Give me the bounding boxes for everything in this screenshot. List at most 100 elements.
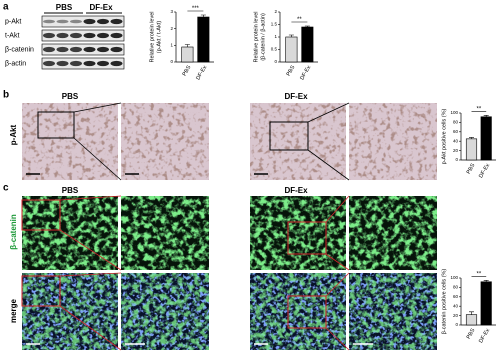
zoom-box — [287, 295, 327, 329]
micrograph-stain — [250, 273, 346, 350]
micrograph-stain — [121, 273, 209, 350]
micrograph-stain — [349, 196, 437, 270]
y-tick-label: 80 — [453, 285, 459, 290]
zoom-line — [325, 327, 350, 351]
blot-band — [110, 46, 123, 53]
blot-band — [97, 60, 109, 67]
micrograph-stain — [121, 103, 209, 180]
y-tick-label: 40 — [453, 303, 459, 308]
blot-band — [43, 19, 55, 24]
micrograph-stain — [250, 196, 346, 270]
blot-column: PBS — [56, 3, 73, 12]
blot-band — [97, 32, 109, 39]
blot-band — [83, 60, 96, 67]
y-tick-label: 80 — [453, 120, 459, 125]
blot-band — [70, 46, 82, 53]
zoom-line — [73, 137, 122, 181]
zoom-box — [287, 221, 327, 255]
zoom-line — [59, 272, 122, 277]
panel-label: b — [3, 90, 9, 101]
zoom-line — [307, 102, 350, 123]
y-tick-label: 0 — [170, 59, 173, 64]
micrograph-stain — [22, 273, 118, 350]
bar — [465, 138, 478, 161]
y-tick-label: 60 — [453, 129, 459, 134]
error-bar — [304, 25, 310, 27]
y-tick-label: 1.5 — [271, 22, 278, 27]
y-tick-label: 20 — [453, 148, 459, 153]
blot-band — [83, 46, 96, 53]
y-tick-label: 1 — [274, 34, 277, 39]
significance: ** — [477, 106, 482, 112]
y-axis-label: (p-Akt / t-Akt) — [156, 21, 162, 54]
bar — [285, 36, 298, 63]
zoom-box — [21, 275, 61, 307]
y-tick-label: 60 — [453, 294, 459, 299]
blot-row-label: β-catenin — [5, 46, 34, 53]
significance: ** — [477, 271, 482, 277]
significance: ** — [297, 17, 302, 23]
blot-band — [43, 60, 55, 67]
blot-band — [70, 19, 82, 24]
blot-row-label: p-Akt — [5, 18, 21, 25]
y-tick-label: 0.5 — [271, 47, 278, 52]
y-tick-label: 100 — [450, 275, 458, 280]
micrograph-stain — [250, 103, 346, 180]
y-axis-label: β-catenin positive cells (%) — [441, 269, 447, 335]
bar — [465, 314, 478, 326]
blot-frame — [41, 15, 125, 28]
significance: *** — [192, 6, 200, 12]
x-tick-label: PBS — [182, 64, 193, 77]
zoom-line — [59, 305, 122, 351]
column-title: PBS — [62, 92, 79, 101]
error-bar — [288, 34, 294, 37]
zoom-line — [325, 195, 350, 223]
y-tick-label: 40 — [453, 138, 459, 143]
blot-band — [56, 32, 69, 39]
x-tick-label: PBS — [466, 327, 477, 340]
bar — [197, 16, 210, 63]
blot-band — [43, 46, 55, 53]
blot: p-Akt t-Akt β-catenin β-actin — [5, 15, 125, 70]
error-bar — [184, 44, 190, 47]
error-bar — [200, 14, 206, 17]
blot-row-label: β-actin — [5, 60, 26, 67]
zoom-box — [37, 111, 75, 139]
if-images: PBS DF-Ex β-catenin merge — [9, 186, 308, 323]
blot-band — [43, 32, 55, 39]
x-tick-label: DF-Ex — [478, 163, 491, 180]
zoom-line — [325, 272, 350, 297]
blot-band — [97, 18, 109, 25]
zoom-line — [59, 229, 122, 271]
blot-column: DF-Ex — [89, 3, 113, 12]
y-tick-label: 0 — [455, 157, 458, 162]
blot-frame — [41, 57, 125, 70]
zoom-line — [325, 253, 350, 271]
blot-band — [56, 60, 69, 67]
zoom-line — [307, 149, 350, 181]
y-axis-label: p-Akt positive cells (%) — [441, 109, 447, 165]
x-tick-label: DF-Ex — [195, 65, 208, 82]
blot-frame — [41, 29, 125, 42]
micrograph-stain — [22, 103, 118, 180]
column-title: DF-Ex — [284, 92, 308, 101]
y-tick-label: 0 — [455, 322, 458, 327]
blot-band — [110, 60, 123, 67]
micrograph-stain — [349, 273, 437, 350]
y-axis-label: Relative protein level — [149, 11, 155, 62]
row-label: β-catenin — [9, 214, 18, 250]
zoom-line — [59, 195, 122, 201]
row-label: merge — [9, 298, 18, 323]
y-tick-label: 1 — [170, 43, 173, 48]
blot-band — [56, 19, 69, 24]
x-tick-label: DF-Ex — [299, 65, 312, 82]
bar — [301, 26, 314, 63]
zoom-box — [269, 121, 309, 151]
panel-label: c — [3, 183, 9, 194]
micrograph-stain — [349, 103, 437, 180]
ihc-images: PBS DF-Ex p-Akt — [9, 92, 308, 145]
blot-band — [83, 32, 96, 39]
y-tick-label: 2 — [274, 9, 277, 14]
bar — [181, 46, 194, 63]
column-title: DF-Ex — [284, 186, 308, 195]
